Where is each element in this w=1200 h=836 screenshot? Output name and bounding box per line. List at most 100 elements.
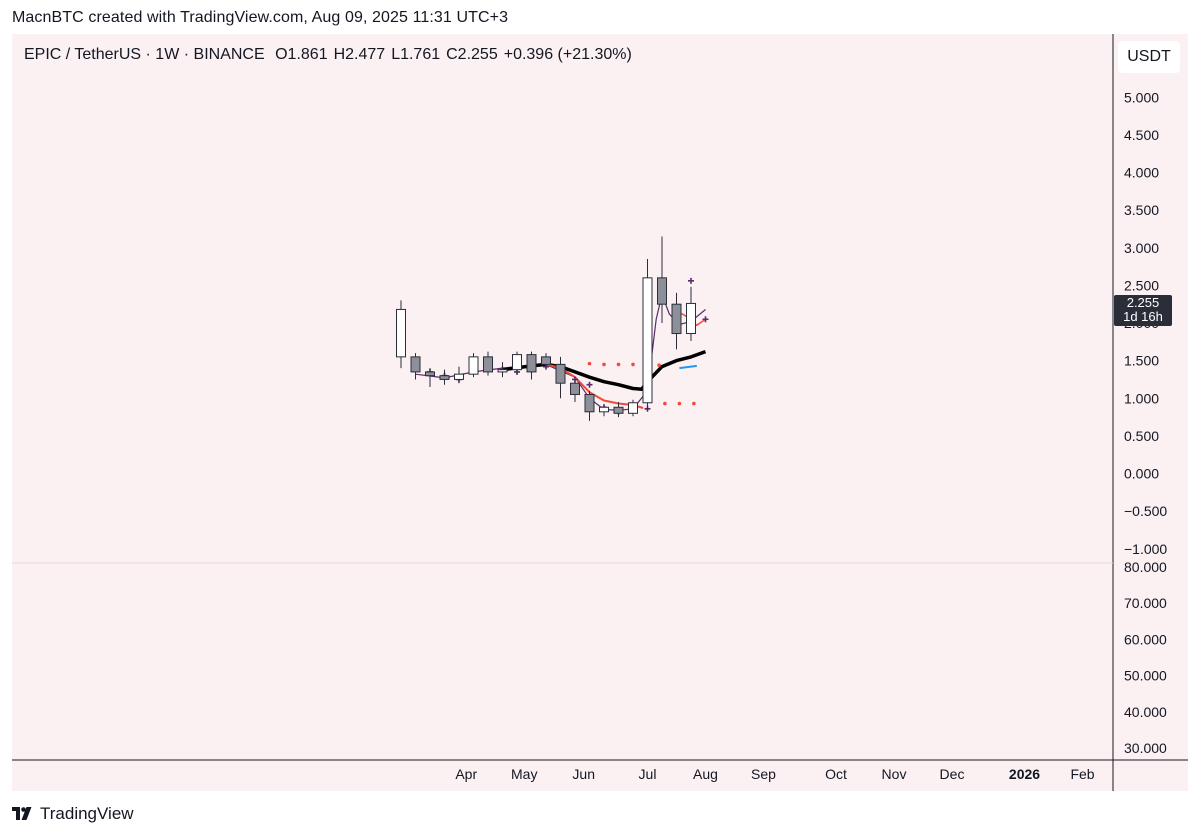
currency-button[interactable]: USDT [1118,41,1180,73]
tradingview-logo[interactable]: TradingView [12,804,134,824]
lower-tick-label: 70.000 [1124,595,1167,611]
legend-open: O1.861 [275,46,328,63]
ma-purple-line [415,292,706,411]
candle-body [686,302,696,335]
time-tick-label: Dec [940,766,965,782]
symbol-legend: EPIC / TetherUS · 1W · BINANCE O1.861 H2.… [24,46,638,64]
price-tick-label: 0.000 [1124,466,1159,482]
cross-marker [688,277,694,284]
price-tick-label: 3.500 [1124,202,1159,218]
legend-close: C2.255 [446,46,498,63]
blue-level-segment [679,364,697,370]
legend-high: H2.477 [333,46,386,63]
legend-change: +0.396 (+21.30%) [503,46,632,63]
candle [396,300,406,369]
candle [468,353,479,378]
candle [570,379,580,403]
candle-body [642,277,653,404]
red-dot-marker [657,363,661,367]
lower-pane-axis[interactable]: 80.000 70.000 60.000 50.000 40.000 30.000 [1124,559,1167,756]
price-tick-label: 1.500 [1124,353,1159,369]
candle-body [657,277,667,305]
lower-tick-label: 60.000 [1124,631,1167,647]
candle-body [468,356,479,375]
red-dot-marker [663,401,667,406]
time-tick-label: May [511,766,537,782]
candle [526,351,537,380]
candle [439,369,450,385]
candle [541,353,551,369]
candle [497,362,508,378]
candle-body [425,371,435,377]
last-price-value: 2.255 [1126,295,1160,310]
candle [425,368,435,387]
chart-panel[interactable] [12,34,1188,791]
tradingview-brand: TradingView [40,804,134,823]
candle [671,292,682,350]
lower-tick-label: 30.000 [1124,740,1167,756]
candle-body [584,393,595,413]
candle-body [613,406,624,414]
bar-countdown: 1d 16h [1123,309,1163,324]
time-tick-label: Aug [693,766,718,782]
candle [555,356,566,399]
candle-body [512,354,522,371]
candle [483,351,493,376]
candle-body [454,373,464,380]
red-dot-marker [677,401,682,406]
time-tick-label: Apr [455,766,477,782]
time-tick-label: Feb [1070,766,1094,782]
candle-body [570,382,580,395]
price-tick-label: 3.000 [1124,240,1159,256]
candle [454,366,464,384]
candle [642,259,653,410]
time-tick-label: Jun [572,766,595,782]
time-tick-label: Nov [882,766,907,782]
time-axis[interactable]: Apr May Jun Jul Aug Sep Oct Nov Dec 2026 Feb [455,766,1094,782]
candle-body [599,406,609,413]
candle-body [410,356,421,373]
time-tick-label: Jul [639,766,657,782]
price-tick-label: −0.500 [1124,503,1167,519]
candle-body [541,356,551,365]
price-tick-label: 5.000 [1124,89,1159,105]
lower-tick-label: 50.000 [1124,668,1167,684]
candle [686,286,696,342]
chart-dividers [12,34,1188,791]
price-tick-label: 2.500 [1124,277,1159,293]
candle-body [497,369,508,373]
candle [584,390,595,421]
red-dot-marker [692,401,696,406]
chart-attribution: MacnBTC created with TradingView.com, Au… [12,9,509,26]
price-axis[interactable]: 5.0004.5004.0003.5003.0002.5002.0001.500… [1124,89,1167,557]
candle-body [628,402,638,414]
candle [613,402,624,418]
last-price-tag: 2.255 1d 16h [1114,295,1172,326]
red-dot-marker [616,362,621,367]
price-tick-label: 4.500 [1124,127,1159,143]
candle [512,351,522,375]
candle-body [483,356,493,373]
price-tick-label: 1.000 [1124,390,1159,406]
red-dot-marker [587,361,592,366]
red-dot-marker [602,362,606,367]
candle [628,399,638,417]
price-tick-label: 4.000 [1124,165,1159,181]
red-dot-marker [631,362,635,367]
candle-body [439,375,450,380]
candle-body [555,363,566,384]
cross-marker [702,316,709,323]
candles-layer [396,236,696,421]
legend-symbol[interactable]: EPIC / TetherUS · 1W · BINANCE [24,46,265,63]
time-tick-label: Oct [825,766,847,782]
candle [410,353,421,380]
candle [657,236,667,323]
tradingview-logo-icon [12,807,32,820]
candle-body [396,308,406,358]
cross-marker [586,381,593,388]
legend-low: L1.761 [391,46,441,63]
time-tick-label: Sep [751,766,776,782]
candle-body [526,354,537,373]
lower-tick-label: 40.000 [1124,704,1167,720]
